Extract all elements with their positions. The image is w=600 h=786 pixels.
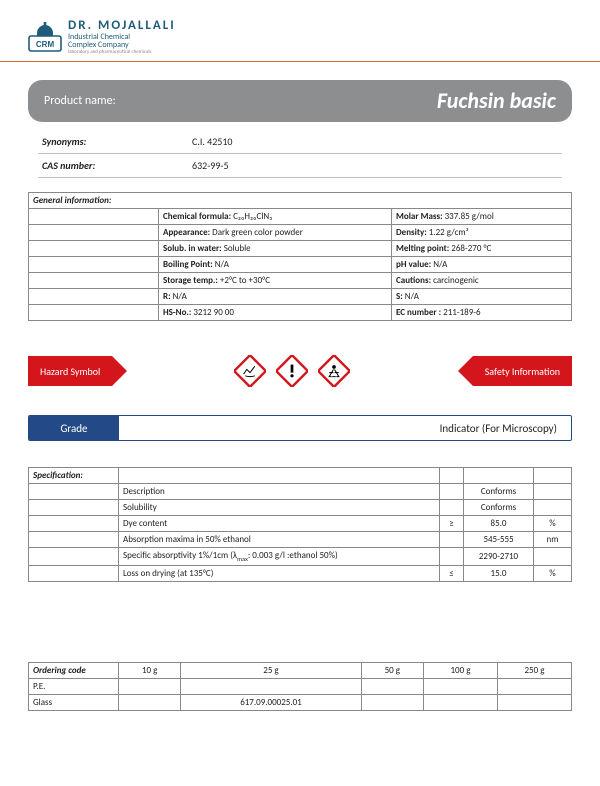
spec-row: Absorption maxima in 50% ethanol545-555n… xyxy=(29,532,572,548)
row-separator xyxy=(38,177,562,178)
spec-heading: Specification: xyxy=(29,468,119,484)
synonyms-row: Synonyms: C.I. 42510 xyxy=(28,132,572,151)
hazard-icons xyxy=(234,355,350,387)
header: CRM DR. MOJALLALI Industrial Chemical Co… xyxy=(28,18,572,55)
grade-bar: Grade Indicator (For Microscopy) xyxy=(28,415,572,441)
general-info-row: Boiling Point: N/ApH value: N/A xyxy=(29,257,572,273)
ghs-environment-icon xyxy=(234,355,266,387)
hazard-row: Hazard Symbol Safety Information xyxy=(28,355,572,387)
grade-label: Grade xyxy=(29,416,119,440)
general-info-row: Solub. in water: SolubleMelting point: 2… xyxy=(29,241,572,257)
brand-sub3: laboratory and pharmaceutical chemicals xyxy=(68,49,176,55)
spec-row: Loss on drying (at 135°C)≤15.0% xyxy=(29,565,572,581)
product-name-label: Product name: xyxy=(44,94,116,108)
specification-table: Specification: DescriptionConformsSolubi… xyxy=(28,467,572,582)
cas-label: CAS number: xyxy=(42,159,192,172)
general-info-row: Storage temp.: +2°C to +30°CCautions: ca… xyxy=(29,273,572,289)
spec-row: SolubilityConforms xyxy=(29,500,572,516)
product-name-bar: Product name: Fuchsin basic xyxy=(28,80,572,122)
ghs-exclamation-icon xyxy=(276,355,308,387)
header-rule xyxy=(0,61,600,62)
svg-text:CRM: CRM xyxy=(36,40,55,49)
synonyms-value: C.I. 42510 xyxy=(192,135,233,148)
ordering-table: Ordering code10 g25 g50 g100 g250 g P.E.… xyxy=(28,662,572,711)
general-info-row: Appearance: Dark green color powderDensi… xyxy=(29,225,572,241)
grade-value: Indicator (For Microscopy) xyxy=(119,416,571,440)
brand-name: DR. MOJALLALI xyxy=(68,18,176,33)
ghs-health-icon xyxy=(318,355,350,387)
company-logo: CRM xyxy=(28,22,62,52)
general-info-row: R: N/AS: N/A xyxy=(29,289,572,305)
general-info-table: General information: Chemical formula: C… xyxy=(28,192,572,321)
general-heading: General information: xyxy=(29,193,572,209)
safety-info-arrow: Safety Information xyxy=(473,356,572,386)
cas-value: 632-99-5 xyxy=(192,159,229,172)
spec-row: Dye content≥85.0% xyxy=(29,516,572,532)
order-row: P.E. xyxy=(29,678,572,694)
product-name-value: Fuchsin basic xyxy=(437,90,556,112)
row-separator xyxy=(38,153,562,154)
spec-row: Specific absorptivity 1%/1cm (λmax: 0.00… xyxy=(29,548,572,566)
order-row: Glass617.09.00025.01 xyxy=(29,694,572,710)
cas-row: CAS number: 632-99-5 xyxy=(28,156,572,175)
synonyms-label: Synonyms: xyxy=(42,135,192,148)
spec-row: DescriptionConforms xyxy=(29,484,572,500)
general-info-row: HS-No.: 3212 90 00EC number : 211-189-6 xyxy=(29,305,572,321)
hazard-symbol-arrow: Hazard Symbol xyxy=(28,356,112,386)
brand-sub2: Complex Company xyxy=(68,41,176,49)
general-info-row: Chemical formula: C₂₀H₂₀ClN₃Molar Mass: … xyxy=(29,209,572,225)
